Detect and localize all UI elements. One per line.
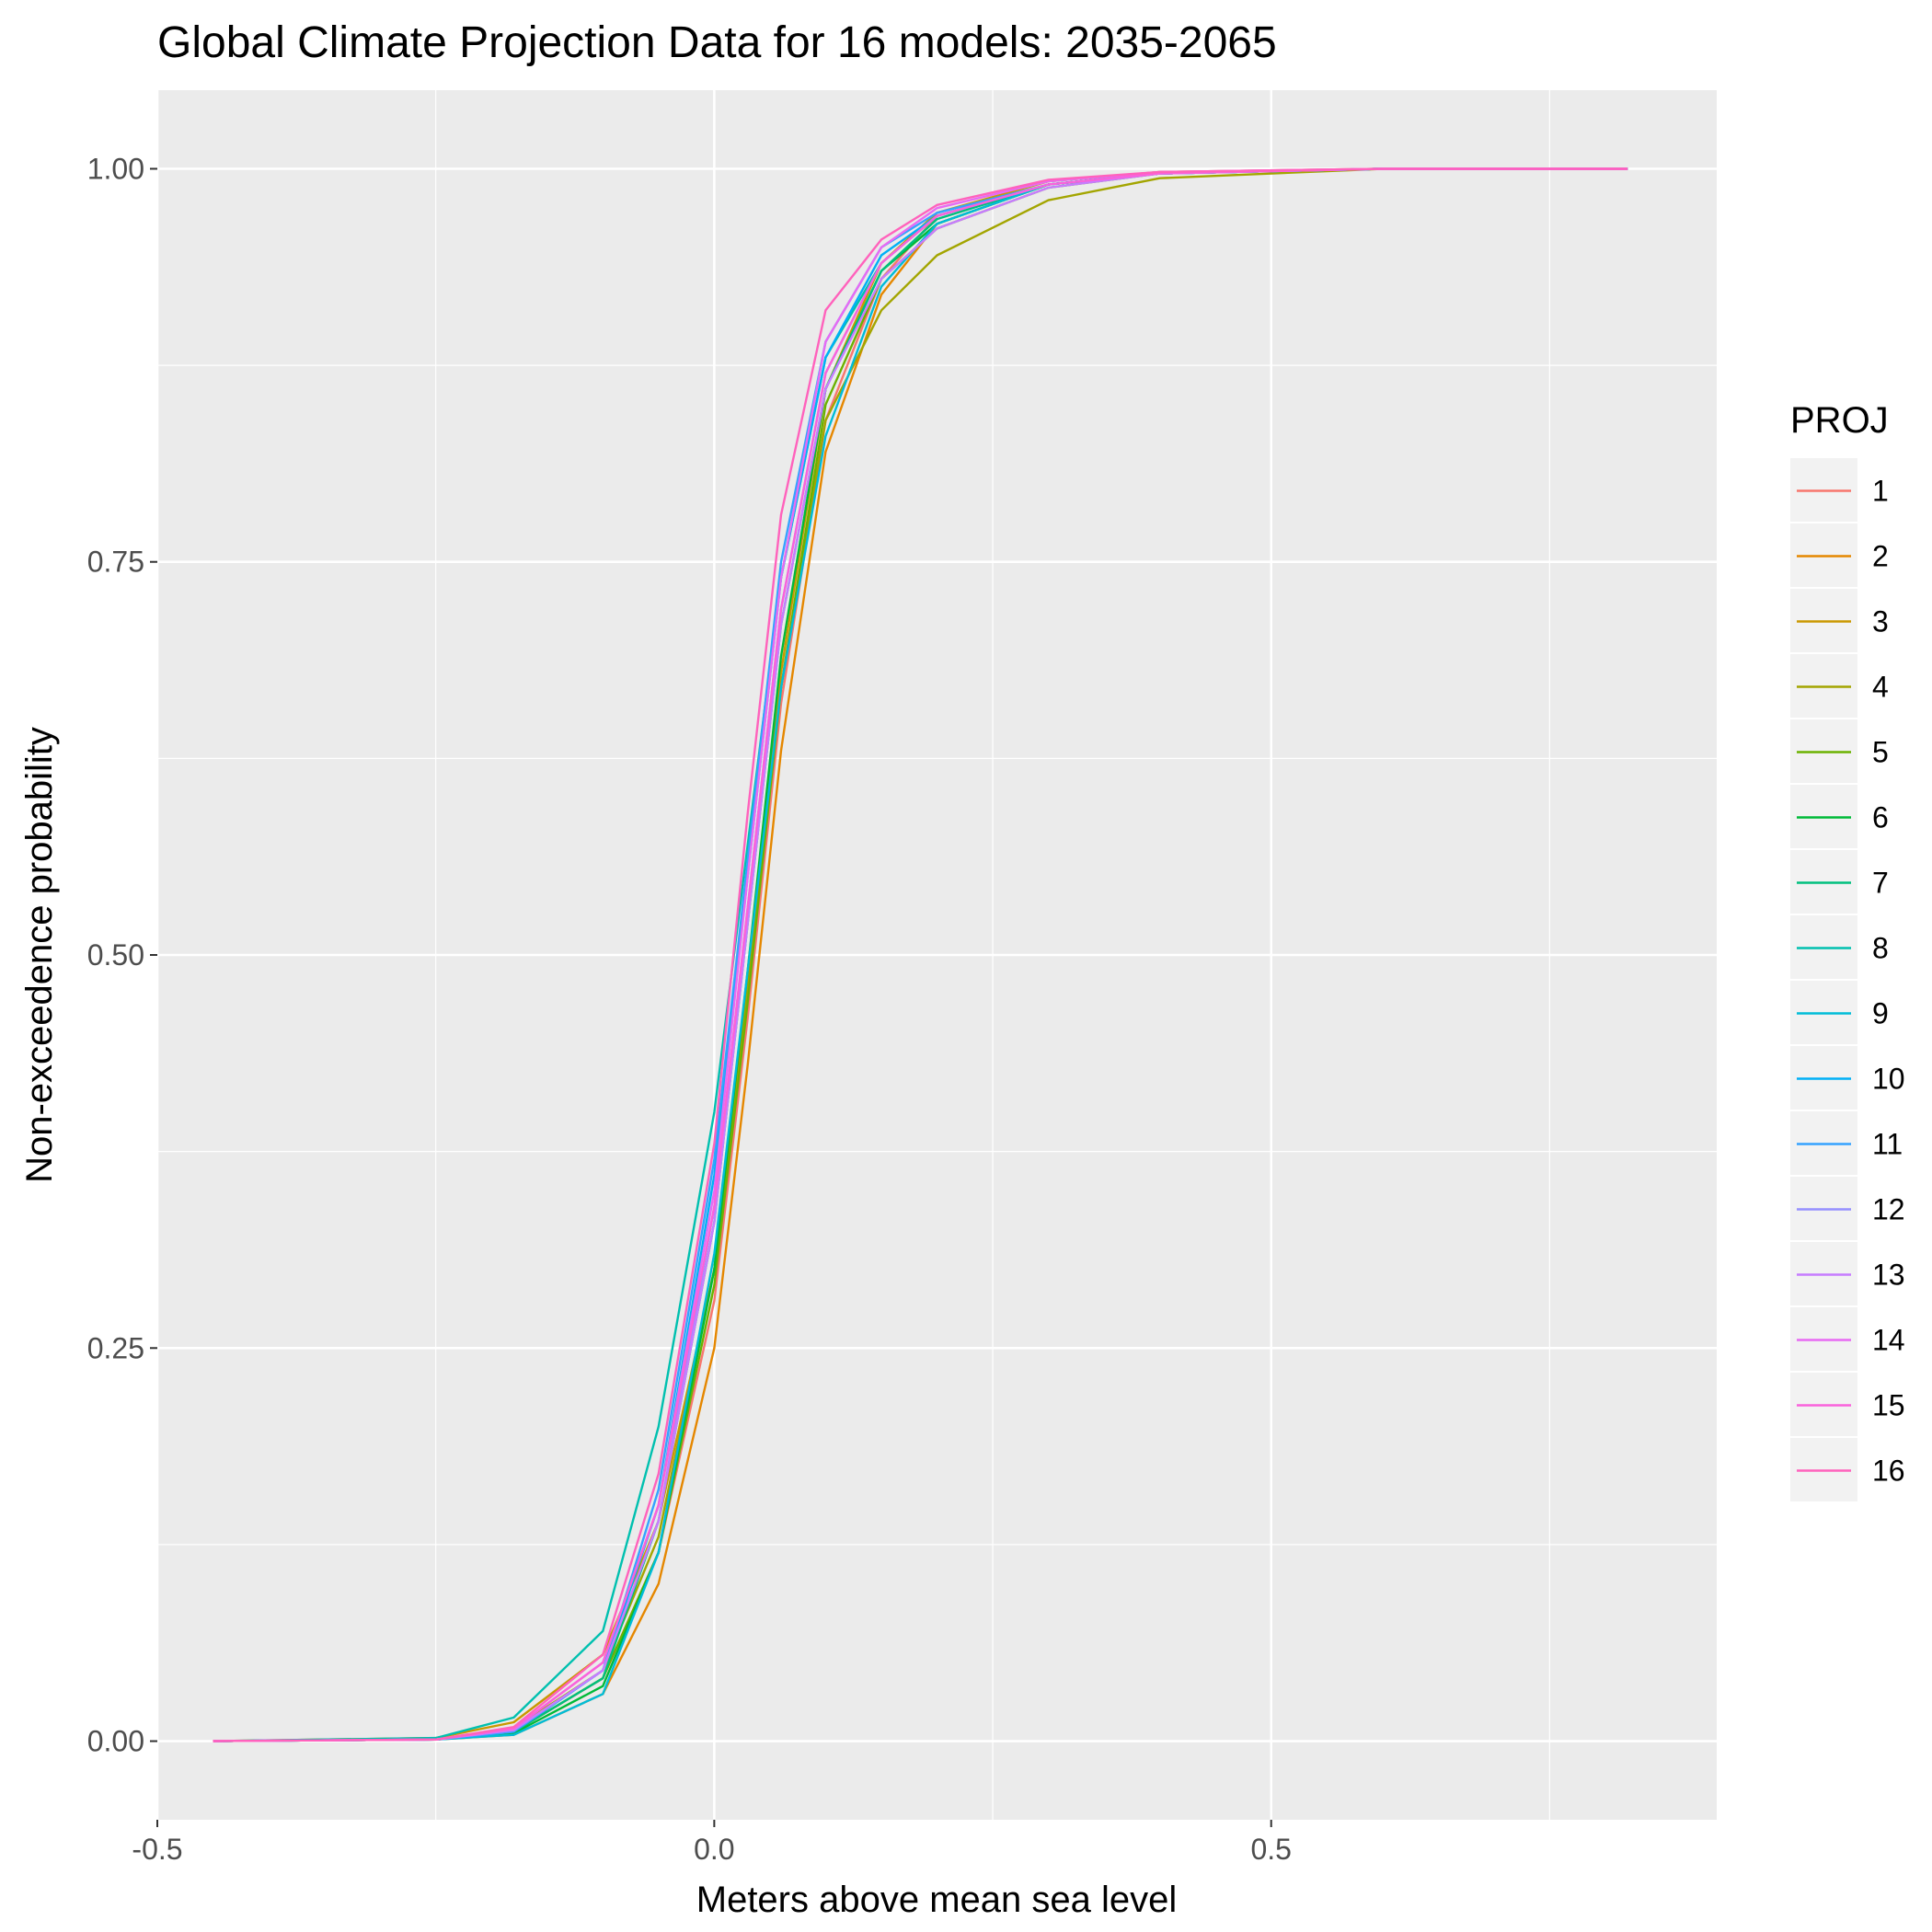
legend-item-13: 13: [1790, 1242, 1905, 1305]
legend-item-1: 1: [1790, 458, 1889, 522]
legend-item-12: 12: [1790, 1177, 1905, 1240]
y-axis-title: Non-exceedence probability: [19, 727, 60, 1183]
legend-item-11: 11: [1790, 1111, 1903, 1175]
legend-label: 4: [1872, 671, 1889, 704]
legend-item-9: 9: [1790, 981, 1889, 1044]
legend-label: 9: [1872, 997, 1889, 1030]
x-tick-label: 0.0: [694, 1833, 734, 1866]
x-tick-label: -0.5: [132, 1833, 182, 1866]
legend-label: 6: [1872, 801, 1889, 834]
series-layer: [213, 167, 1628, 1742]
legend-item-8: 8: [1790, 915, 1889, 979]
x-tick-label: 0.5: [1250, 1833, 1291, 1866]
legend-label: 12: [1872, 1193, 1905, 1226]
legend-label: 7: [1872, 867, 1889, 900]
series-line-15: [213, 167, 1628, 1742]
legend-label: 16: [1872, 1455, 1905, 1488]
legend-item-15: 15: [1790, 1373, 1905, 1436]
y-tick-label: 1.00: [87, 152, 144, 185]
legend-label: 14: [1872, 1324, 1905, 1357]
legend-item-7: 7: [1790, 850, 1889, 914]
legend-item-16: 16: [1790, 1438, 1905, 1501]
y-tick-label: 0.00: [87, 1725, 144, 1758]
legend-label: 10: [1872, 1063, 1905, 1096]
legend-label: 3: [1872, 605, 1889, 638]
legend-label: 13: [1872, 1259, 1905, 1292]
chart-title: Global Climate Projection Data for 16 mo…: [157, 18, 1277, 67]
legend-item-2: 2: [1790, 523, 1889, 587]
legend-item-6: 6: [1790, 785, 1889, 848]
legend-label: 8: [1872, 932, 1889, 965]
legend-item-5: 5: [1790, 719, 1889, 783]
legend-item-14: 14: [1790, 1307, 1905, 1371]
x-axis-title: Meters above mean sea level: [696, 1880, 1178, 1920]
y-tick-label: 0.25: [87, 1331, 144, 1364]
legend-item-4: 4: [1790, 654, 1889, 718]
grid-lines: [155, 90, 1717, 1820]
legend-item-10: 10: [1790, 1046, 1905, 1110]
y-tick-label: 0.50: [87, 938, 144, 972]
legend-title: PROJ: [1790, 400, 1889, 441]
legend-item-3: 3: [1790, 589, 1889, 652]
series-line-16: [213, 167, 1628, 1742]
legend-label: 1: [1872, 475, 1889, 508]
legend-label: 15: [1872, 1389, 1905, 1422]
legend-label: 2: [1872, 540, 1889, 573]
legend-label: 11: [1872, 1128, 1903, 1161]
legend-label: 5: [1872, 736, 1889, 769]
y-tick-label: 0.75: [87, 546, 144, 579]
axes: -0.5 0.0 0.5 0.00 0.25 0.50 0.75 1.00: [87, 152, 1292, 1866]
